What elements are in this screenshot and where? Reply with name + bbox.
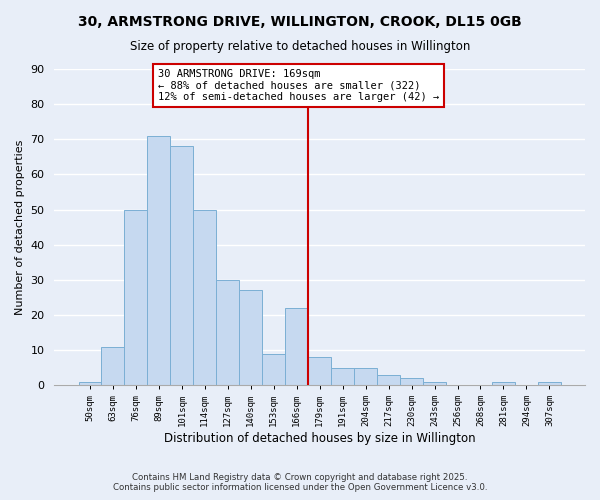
Bar — [331, 368, 354, 385]
Bar — [148, 136, 170, 385]
Bar — [79, 382, 101, 385]
Text: 30, ARMSTRONG DRIVE, WILLINGTON, CROOK, DL15 0GB: 30, ARMSTRONG DRIVE, WILLINGTON, CROOK, … — [78, 15, 522, 29]
Bar — [538, 382, 561, 385]
Bar — [170, 146, 193, 385]
Bar — [308, 357, 331, 385]
Y-axis label: Number of detached properties: Number of detached properties — [15, 140, 25, 315]
Bar — [101, 346, 124, 385]
Bar — [217, 280, 239, 385]
Text: 30 ARMSTRONG DRIVE: 169sqm
← 88% of detached houses are smaller (322)
12% of sem: 30 ARMSTRONG DRIVE: 169sqm ← 88% of deta… — [158, 69, 439, 102]
Bar — [400, 378, 423, 385]
Bar — [492, 382, 515, 385]
Bar — [262, 354, 285, 385]
Bar — [239, 290, 262, 385]
Text: Contains HM Land Registry data © Crown copyright and database right 2025.
Contai: Contains HM Land Registry data © Crown c… — [113, 473, 487, 492]
Bar — [423, 382, 446, 385]
Text: Size of property relative to detached houses in Willington: Size of property relative to detached ho… — [130, 40, 470, 53]
Bar — [124, 210, 148, 385]
Bar — [377, 374, 400, 385]
X-axis label: Distribution of detached houses by size in Willington: Distribution of detached houses by size … — [164, 432, 476, 445]
Bar — [285, 308, 308, 385]
Bar — [354, 368, 377, 385]
Bar — [193, 210, 217, 385]
